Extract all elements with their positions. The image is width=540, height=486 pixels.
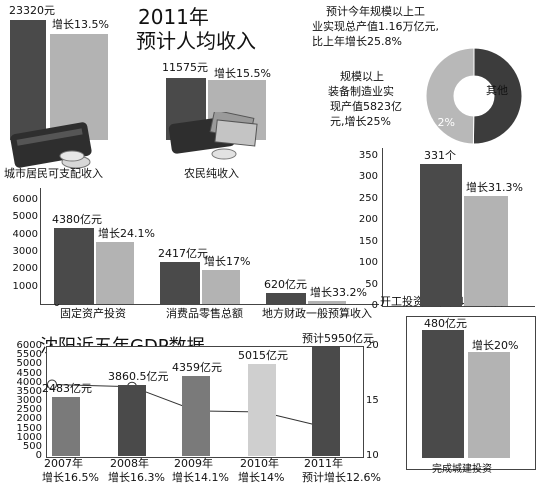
gdp-y-tick-label: 2000	[16, 413, 42, 425]
mid-category-label: 消费品零售总额	[166, 307, 243, 320]
construction-value-bar	[422, 330, 464, 458]
projects-growth-bar	[464, 196, 508, 306]
mid-value-bar	[160, 262, 200, 304]
donut-annotation-top-2: 业实现总产值1.16万亿元,	[312, 20, 439, 33]
headline-subtitle: 预计人均收入	[136, 29, 256, 53]
gdp-y-tick-label: 0	[35, 450, 42, 461]
mid-value-bar	[54, 228, 94, 304]
gdp-y-tick-label: 500	[22, 440, 42, 452]
gdp-y-tick-label: 2500	[16, 404, 42, 416]
gdp-year-label: 2009年	[174, 457, 213, 470]
projects-value-label: 331个	[424, 149, 456, 163]
gdp-value-label: 预计5950亿元	[302, 331, 374, 345]
mid-y-tick-label: 6000	[12, 194, 38, 205]
gdp-y-tick-label: 1500	[16, 422, 42, 434]
mid-category-label: 地方财政一般预算收入	[262, 307, 372, 320]
projects-y-tick-label: 0	[371, 300, 378, 311]
gdp-year-label: 2008年	[110, 457, 149, 470]
gdp-y-tick-label: 5500	[16, 349, 42, 361]
donut-slice-label-main: 50.2%	[420, 116, 455, 129]
banknotes-icon	[160, 109, 260, 168]
mid-growth-bar	[96, 241, 134, 304]
mid-y-tick-label: 5000	[12, 211, 38, 223]
gdp-growth-label: 预计增长12.6%	[302, 471, 381, 484]
gdp-y-tick-label: 3000	[16, 395, 42, 406]
wallet-icon	[6, 118, 102, 178]
projects-y-tick-label: 50	[365, 278, 378, 290]
gdp-year-label: 2011年	[304, 457, 343, 470]
gdp-growth-label: 增长14%	[238, 471, 285, 484]
urban-income-growth: 增长13.5%	[52, 18, 109, 31]
gdp-y-tick-label: 1000	[16, 431, 42, 443]
gdp-value-label: 4359亿元	[172, 361, 222, 375]
donut-slice-0	[472, 47, 523, 145]
rural-income-growth: 增长15.5%	[214, 67, 271, 80]
gdp-y-right-tick-label: 20	[366, 340, 379, 351]
headline-year: 2011年	[138, 5, 209, 29]
gdp-year-label: 2007年	[44, 457, 83, 470]
donut-chart: 50.2% 其他	[420, 47, 523, 145]
urban-income-value: 23320元	[9, 4, 55, 17]
gdp-growth-label: 增长14.1%	[172, 471, 229, 484]
rural-income-value: 11575元	[162, 61, 208, 74]
gdp-bar	[312, 346, 340, 456]
gdp-y-tick-label: 4000	[16, 376, 42, 388]
gdp-y-right-tick-label: 15	[366, 395, 379, 406]
mid-growth-label: 增长24.1%	[98, 226, 155, 240]
mid-growth-label: 增长33.2%	[310, 286, 367, 300]
urban-income-bar	[10, 20, 46, 140]
gdp-value-label: 2483亿元	[42, 381, 92, 395]
mid-growth-label: 增长17%	[204, 255, 251, 269]
donut-slice-1	[425, 47, 475, 145]
projects-value-bar	[420, 164, 462, 306]
gdp-bar	[248, 364, 276, 456]
gdp-bar	[118, 385, 146, 456]
donut-annotation-left-1: 规模以上	[340, 70, 384, 83]
gdp-y-right-tick-label: 10	[366, 450, 379, 461]
gdp-bar	[52, 396, 80, 456]
gdp-y-tick-label: 6000	[16, 340, 42, 351]
gdp-y-tick-label: 3500	[16, 385, 42, 397]
construction-value-label: 480亿元	[424, 317, 467, 330]
gdp-growth-point	[47, 379, 57, 390]
gdp-value-label: 3860.5亿元	[108, 370, 169, 384]
donut-annotation-left-3: 现产值5823亿	[330, 100, 402, 113]
donut-annotation-left-4: 元,增长25%	[330, 115, 391, 128]
donut-annotation-top-3: 比上年增长25.8%	[312, 35, 402, 48]
projects-y-tick-label: 150	[358, 235, 378, 247]
rural-income-category: 农民纯收入	[184, 167, 239, 180]
mid-y-tick-label: 4000	[12, 228, 38, 240]
mid-growth-bar	[308, 301, 346, 304]
construction-category: 完成城建投资	[432, 464, 492, 475]
gdp-growth-label: 增长16.5%	[42, 471, 99, 484]
projects-y-tick-label: 300	[358, 171, 378, 183]
projects-growth-label: 增长31.3%	[466, 181, 523, 195]
construction-growth-bar	[468, 352, 510, 458]
projects-y-tick-label: 250	[358, 192, 378, 204]
projects-y-tick-label: 350	[358, 150, 378, 161]
construction-growth-label: 增长20%	[472, 339, 519, 352]
gdp-y-tick-label: 5000	[16, 358, 42, 370]
mid-value-label: 4380亿元	[52, 213, 102, 227]
mid-value-label: 620亿元	[264, 278, 307, 292]
gdp-value-label: 5015亿元	[238, 349, 288, 363]
mid-y-tick-label: 1000	[12, 280, 38, 292]
urban-income-category: 城市居民可支配收入	[4, 167, 103, 180]
gdp-growth-label: 增长16.3%	[108, 471, 165, 484]
projects-y-tick-label: 100	[358, 257, 378, 269]
donut-annotation-top-1: 预计今年规模以上工	[326, 5, 425, 18]
urban-growth-bar	[50, 34, 108, 140]
mid-growth-bar	[202, 270, 240, 304]
mid-category-label: 固定资产投资	[60, 307, 126, 320]
donut-annotation-left-2: 装备制造业实	[328, 85, 394, 98]
donut-slice-label-other: 其他	[486, 84, 508, 97]
projects-y-tick-label: 200	[358, 214, 378, 226]
mid-y-tick-label: 3000	[12, 246, 38, 257]
gdp-year-label: 2010年	[240, 457, 279, 470]
mid-value-label: 2417亿元	[158, 247, 208, 261]
mid-y-tick-label: 2000	[12, 263, 38, 275]
gdp-bar	[182, 376, 210, 456]
gdp-y-tick-label: 4500	[16, 367, 42, 379]
mid-value-bar	[266, 293, 306, 304]
